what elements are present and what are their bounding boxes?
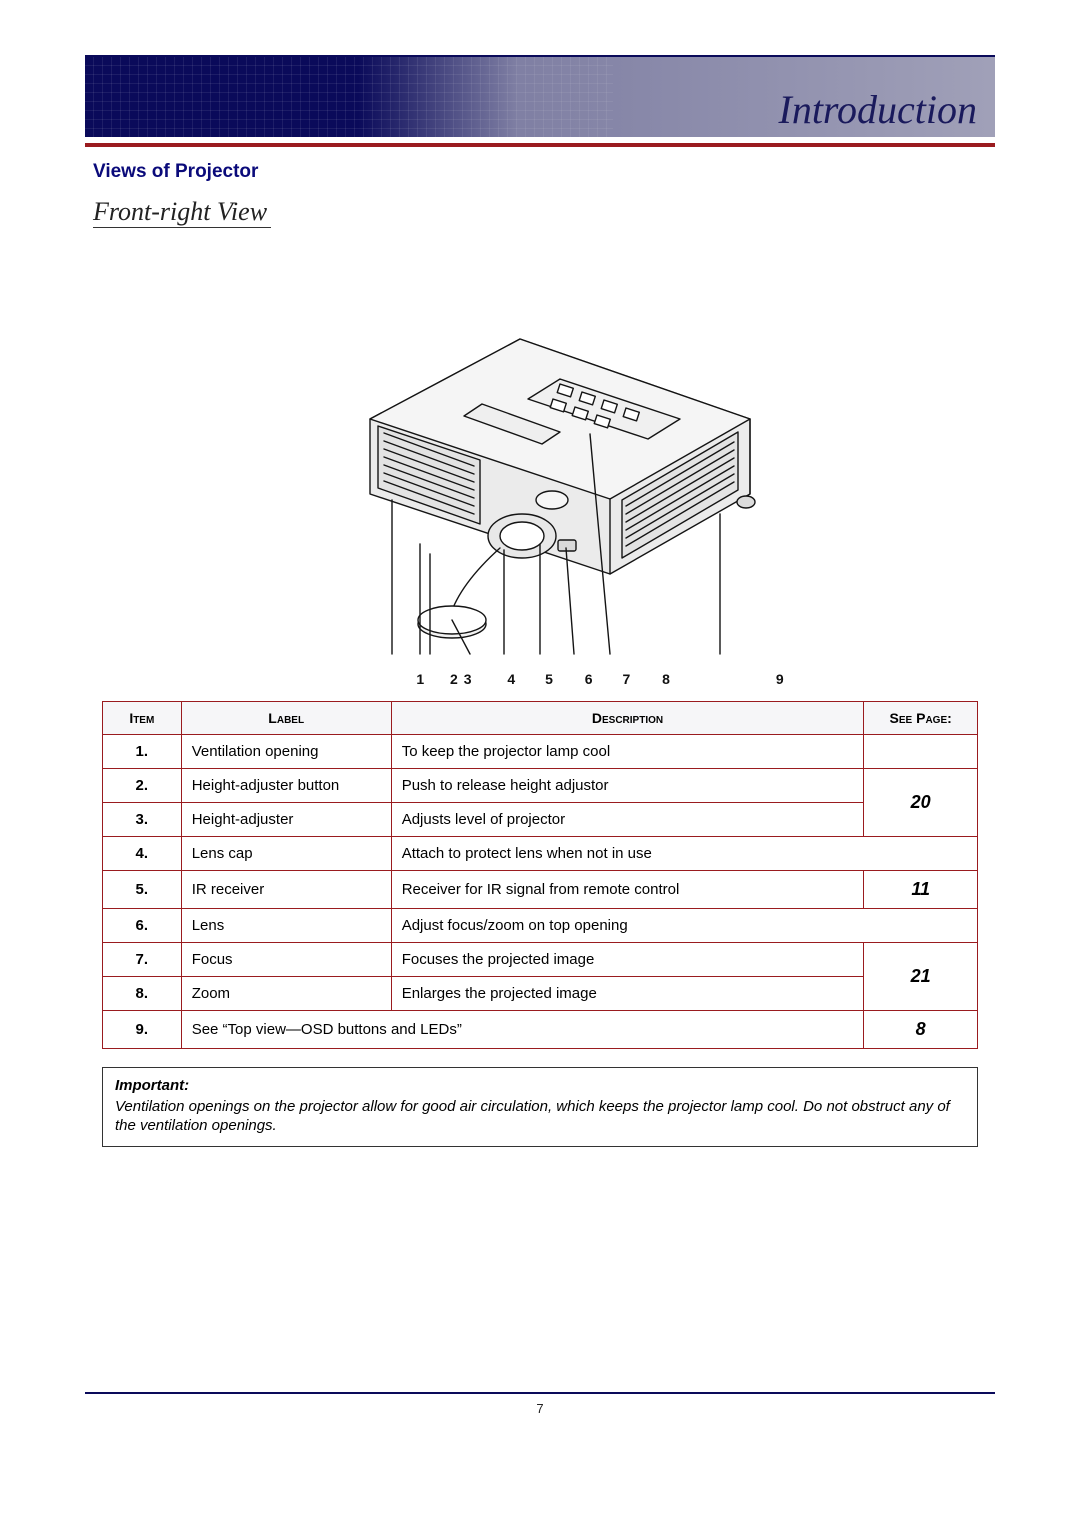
important-note: Important: Ventilation openings on the p… [102, 1067, 978, 1147]
cell-description: Enlarges the projected image [391, 977, 864, 1011]
page-number: 7 [85, 1401, 995, 1416]
callout-9: 9 [776, 671, 784, 687]
cell-description: Attach to protect lens when not in use [391, 837, 977, 871]
cell-page: 20 [864, 769, 978, 837]
cell-page: 8 [864, 1011, 978, 1049]
page-content: Views of Projector Front-right View [85, 147, 995, 1147]
th-see-page: See Page: [864, 702, 978, 735]
table-row: 3. Height-adjuster Adjusts level of proj… [102, 803, 977, 837]
callout-5: 5 [545, 671, 553, 687]
table-row: 5. IR receiver Receiver for IR signal fr… [102, 871, 977, 909]
cell-label: Lens cap [181, 837, 391, 871]
cell-label: Lens [181, 909, 391, 943]
note-body: Ventilation openings on the projector al… [115, 1097, 965, 1135]
projector-illustration [260, 244, 820, 664]
cell-label: See “Top view—OSD buttons and LEDs” [181, 1011, 864, 1049]
section-heading: Views of Projector [93, 161, 987, 183]
cell-label: Focus [181, 943, 391, 977]
table-row: 1. Ventilation opening To keep the proje… [102, 735, 977, 769]
callout-7: 7 [622, 671, 630, 687]
chapter-title: Introduction [779, 86, 978, 133]
cell-item: 1. [102, 735, 181, 769]
page-frame: Introduction Views of Projector Front-ri… [85, 55, 995, 1428]
th-label: Label [181, 702, 391, 735]
cell-item: 9. [102, 1011, 181, 1049]
table-row: 4. Lens cap Attach to protect lens when … [102, 837, 977, 871]
chapter-header: Introduction [85, 57, 995, 137]
cell-description: Focuses the projected image [391, 943, 864, 977]
cell-item: 8. [102, 977, 181, 1011]
cell-page: 11 [864, 871, 978, 909]
callout-1: 1 [416, 671, 424, 687]
cell-label: Height-adjuster button [181, 769, 391, 803]
cell-description: To keep the projector lamp cool [391, 735, 864, 769]
cell-description: Push to release height adjustor [391, 769, 864, 803]
callout-3: 3 [464, 671, 472, 687]
table-header-row: Item Label Description See Page: [102, 702, 977, 735]
cell-label: IR receiver [181, 871, 391, 909]
subsection-heading: Front-right View [93, 197, 271, 228]
cell-description: Adjusts level of projector [391, 803, 864, 837]
table-row: 9. See “Top view—OSD buttons and LEDs” 8 [102, 1011, 977, 1049]
table-row: 8. Zoom Enlarges the projected image [102, 977, 977, 1011]
callout-4: 4 [507, 671, 515, 687]
callout-6: 6 [585, 671, 593, 687]
footer-rule [85, 1392, 995, 1394]
cell-label: Height-adjuster [181, 803, 391, 837]
cell-item: 3. [102, 803, 181, 837]
cell-item: 4. [102, 837, 181, 871]
callout-2: 2 [450, 671, 458, 687]
parts-table: Item Label Description See Page: 1. Vent… [102, 701, 978, 1049]
cell-label: Zoom [181, 977, 391, 1011]
cell-page [864, 735, 978, 769]
th-item: Item [102, 702, 181, 735]
cell-label: Ventilation opening [181, 735, 391, 769]
table-row: 7. Focus Focuses the projected image 21 [102, 943, 977, 977]
callout-numbers: 1 2 3 4 5 6 7 8 9 [93, 671, 987, 687]
table-row: 2. Height-adjuster button Push to releas… [102, 769, 977, 803]
note-title: Important: [115, 1076, 965, 1095]
cell-description: Adjust focus/zoom on top opening [391, 909, 977, 943]
th-description: Description [391, 702, 864, 735]
callout-8: 8 [662, 671, 670, 687]
illustration-container: 1 2 3 4 5 6 7 8 9 [93, 238, 987, 691]
cell-item: 7. [102, 943, 181, 977]
cell-item: 5. [102, 871, 181, 909]
cell-description: Receiver for IR signal from remote contr… [391, 871, 864, 909]
table-row: 6. Lens Adjust focus/zoom on top opening [102, 909, 977, 943]
cell-item: 6. [102, 909, 181, 943]
cell-item: 2. [102, 769, 181, 803]
cell-page: 21 [864, 943, 978, 1011]
